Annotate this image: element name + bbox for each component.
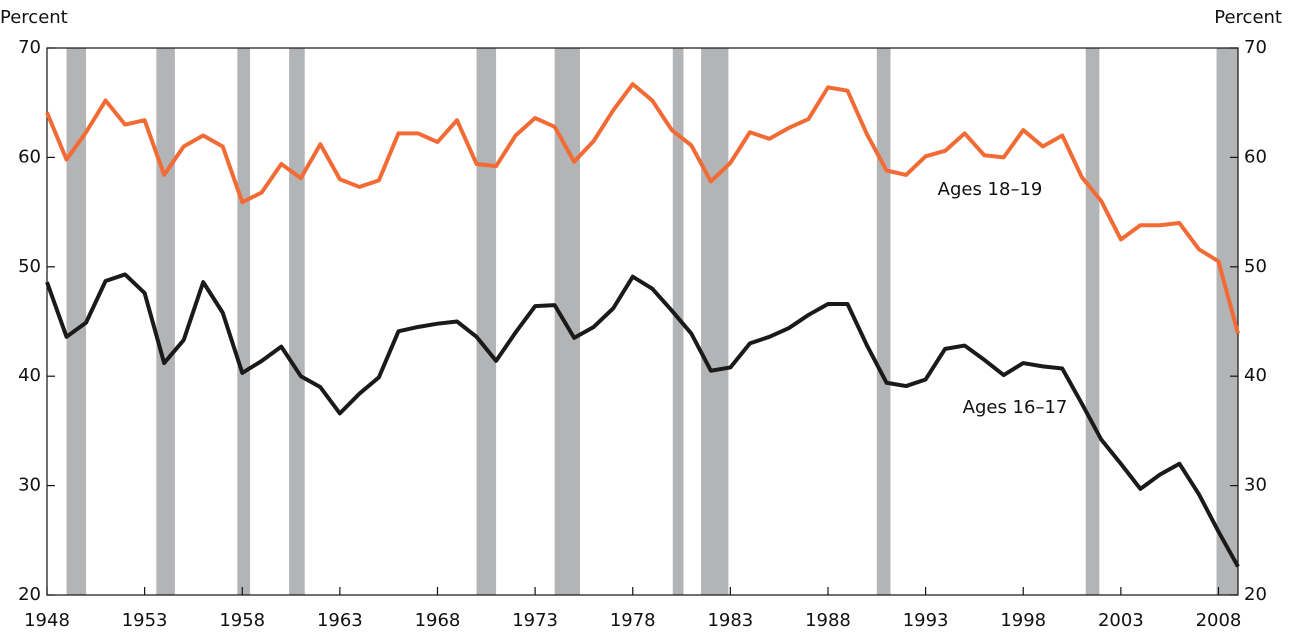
y-tick-label: 20 xyxy=(18,584,41,605)
y-tick-label: 40 xyxy=(18,365,41,386)
recession-band xyxy=(672,48,684,595)
y2-tick-label: 70 xyxy=(1244,37,1267,58)
recession-band xyxy=(554,48,581,595)
y2-axis-label: Percent xyxy=(1214,7,1282,28)
series-line xyxy=(45,82,1240,335)
series-line xyxy=(45,272,1240,568)
x-tick-label: 1953 xyxy=(122,610,168,631)
x-tick-label: 1948 xyxy=(24,610,70,631)
y2-tick-label: 30 xyxy=(1244,475,1267,496)
x-tick-label: 2008 xyxy=(1196,610,1242,631)
x-tick-label: 1983 xyxy=(707,610,753,631)
x-tick-label: 1993 xyxy=(903,610,949,631)
plot-frame xyxy=(46,47,1239,596)
recession-band xyxy=(66,48,87,595)
series-label: Ages 18–19 xyxy=(938,179,1043,200)
y2-tick-label: 50 xyxy=(1244,256,1267,277)
x-tick-label: 2003 xyxy=(1098,610,1144,631)
y-tick-label: 60 xyxy=(18,146,41,167)
recession-band xyxy=(1216,48,1238,595)
y-tick-label: 30 xyxy=(18,475,41,496)
x-tick-label: 1958 xyxy=(219,610,265,631)
y2-tick-label: 40 xyxy=(1244,365,1267,386)
recession-band xyxy=(1085,48,1100,595)
series-label: Ages 16–17 xyxy=(963,397,1068,418)
y-tick-label: 70 xyxy=(18,37,41,58)
recession-band xyxy=(156,48,175,595)
x-tick-label: 1973 xyxy=(512,610,558,631)
x-tick-label: 1963 xyxy=(317,610,363,631)
x-tick-label: 1978 xyxy=(610,610,656,631)
recession-band xyxy=(876,48,891,595)
y-axis-label: Percent xyxy=(0,7,68,28)
y2-tick-label: 60 xyxy=(1244,146,1267,167)
x-tick-label: 1968 xyxy=(415,610,461,631)
x-tick-label: 1988 xyxy=(805,610,851,631)
y2-tick-label: 20 xyxy=(1244,584,1267,605)
x-tick-label: 1998 xyxy=(1000,610,1046,631)
recession-band xyxy=(476,48,497,595)
recession-band xyxy=(289,48,305,595)
recession-band xyxy=(237,48,251,595)
y-tick-label: 50 xyxy=(18,256,41,277)
recession-band xyxy=(701,48,729,595)
